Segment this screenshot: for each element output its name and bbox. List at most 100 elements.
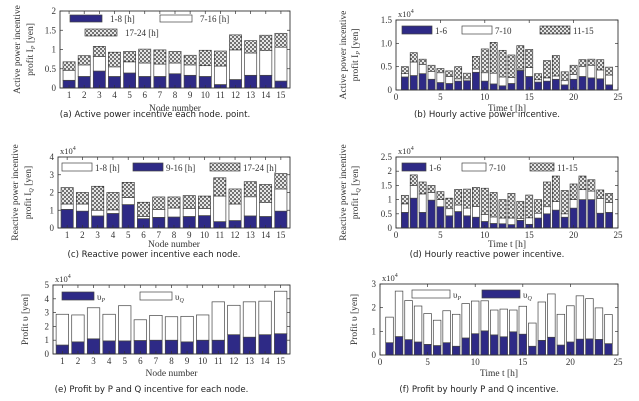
x-tick-label: 15 [525,92,535,102]
bar-d-white-11 [489,216,498,224]
chart-panel-b: 0 0.5 1.0 1.5 0 5 10 15 20 25 x104​ Time t [h] Activ… [339,9,623,120]
bar-b-dark-23 [596,78,605,91]
bar-a-white-2 [77,64,91,77]
legend-swatch [69,14,103,23]
y-tick-label: 0.5 [381,62,393,72]
bar-d-dark-12 [498,223,507,229]
x-tick-label: 6 [142,90,147,100]
bar-b-dark-13 [507,83,516,91]
legend-swatch [411,289,451,299]
bar-b-dark-16 [534,81,542,91]
bar-b-hatch-5 [436,68,445,74]
y-tick-label: 2 [372,303,377,313]
bar-a-white-6 [138,62,152,77]
bar-c-dark-5 [121,204,135,229]
bar-d-white-1 [400,203,409,213]
bar-d-white-17 [543,206,551,215]
bar-d-hatch-10 [480,187,489,215]
bar-d-dark-19 [560,216,569,229]
axes-frame-b [395,19,619,91]
bar-f-white-3 [404,300,413,340]
bar-b-white-4 [427,70,436,80]
bar-b-hatch-7 [454,66,463,80]
y-tick-label: 1 [388,195,393,205]
bar-d-dark-24 [605,212,614,229]
bar-f-white-19 [556,313,566,346]
bars-f [385,290,613,356]
bar-d-dark-23 [596,212,605,229]
bar-b-white-23 [596,69,605,80]
bar-b-hatch-1 [400,66,409,75]
bar-d-hatch-14 [516,200,525,219]
bar-c-white-3 [91,209,105,217]
x-tick-label: 5 [438,230,443,240]
x-tick-label: 10 [201,90,211,100]
bar-a-white-11 [213,65,227,85]
bar-a-white-13 [244,52,258,76]
bar-f-dark-18 [547,336,556,356]
bar-c-white-15 [274,188,288,212]
bar-e-white-13 [242,301,257,338]
bar-b-white-18 [551,75,560,80]
bar-b-hatch-17 [543,60,551,79]
bar-f-white-17 [537,301,547,341]
bar-d-hatch-16 [534,199,542,214]
bar-b-white-12 [498,76,507,87]
bar-f-white-23 [594,307,604,340]
x-tick-label: 3 [91,356,96,366]
bar-b-dark-2 [409,75,418,91]
bar-c-white-1 [60,203,74,210]
bar-b-white-3 [418,63,427,75]
y-tick-label: 1.0 [381,38,393,48]
bar-d-white-9 [472,206,480,218]
legend-swatch [401,162,427,172]
bar-b-dark-4 [427,78,436,91]
x-tick-label: 13 [246,90,256,100]
axis-multiplier: x104​ [382,273,398,283]
legend-label: 11-15 [557,163,578,173]
bar-d-hatch-3 [418,181,427,195]
y-tick-label: 4 [50,152,55,162]
y-tick-label: 0 [388,223,393,233]
bar-f-dark-13 [499,336,508,356]
legend-swatch [481,289,521,299]
bar-c-hatch-4 [106,192,120,211]
bar-b-hatch-14 [516,45,525,70]
x-tick-label: 20 [569,230,579,240]
bar-e-white-10 [196,314,210,341]
y-tick-label: 0 [45,349,50,359]
bar-e-white-14 [258,300,272,336]
bar-c-hatch-8 [167,196,181,209]
bar-b-hatch-16 [534,73,542,81]
x-tick-label: 12 [231,90,240,100]
bar-a-hatch-11 [213,50,227,67]
x-tick-label: 5 [425,357,430,367]
y-axis-label: Active power incentive [339,11,349,100]
chart-caption: (b) Hourly active power incentive. [414,110,560,120]
legend-label: 1-8 [h] [95,163,120,173]
bar-d-dark-2 [409,197,418,229]
bar-c-white-9 [182,208,196,217]
bar-f-white-11 [480,300,489,332]
bar-d-dark-13 [507,224,516,229]
bar-c-hatch-15 [274,173,288,190]
legend-swatch [539,25,571,35]
bar-d-white-2 [409,185,418,199]
bar-b-dark-9 [472,71,480,91]
legend-label: 7-10 [489,163,506,173]
legend-b: 1-6 7-10 11-15 [401,25,594,36]
bar-f-white-18 [547,293,556,338]
bar-b-white-15 [525,67,534,77]
bar-d-hatch-22 [587,179,596,192]
y-tick-label: 1 [52,45,57,55]
bar-e-white-2 [71,314,85,343]
bar-a-hatch-14 [259,34,273,51]
bar-f-dark-17 [537,339,547,356]
legend-swatch [401,25,433,35]
y-tick-label: 0.5 [45,64,57,74]
bar-b-white-24 [605,74,614,86]
bar-c-hatch-10 [198,195,211,209]
bar-e-white-4 [102,313,116,342]
